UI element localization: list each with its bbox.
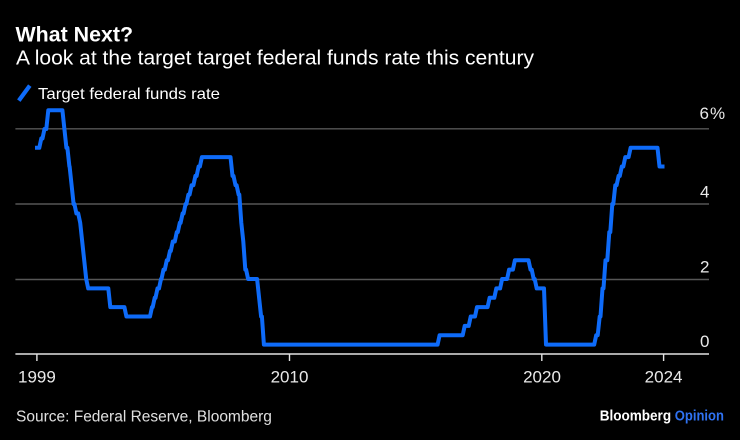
- svg-text:What Next?: What Next?: [16, 24, 134, 47]
- svg-text:Source: Federal Reserve, Bloom: Source: Federal Reserve, Bloomberg: [16, 408, 272, 425]
- svg-text:0: 0: [700, 332, 709, 351]
- svg-text:Target federal funds rate: Target federal funds rate: [38, 86, 220, 103]
- svg-text:2020: 2020: [523, 368, 561, 387]
- svg-text:6: 6: [700, 104, 709, 123]
- svg-text:%: %: [710, 104, 725, 123]
- svg-text:4: 4: [700, 182, 709, 201]
- svg-text:2: 2: [700, 258, 709, 277]
- svg-text:2024: 2024: [645, 368, 683, 387]
- svg-text:1999: 1999: [18, 368, 56, 387]
- svg-text:2010: 2010: [271, 368, 309, 387]
- svg-text:Opinion: Opinion: [675, 409, 724, 425]
- svg-text:A look at the target target fe: A look at the target target federal fund…: [16, 47, 534, 69]
- svg-text:Bloomberg: Bloomberg: [600, 409, 671, 425]
